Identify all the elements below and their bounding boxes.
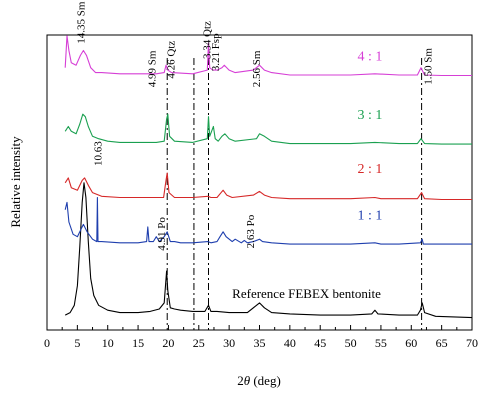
series-line-4 (64, 35, 472, 77)
series-line-3 (64, 113, 472, 145)
x-axis-ticks: 0 5 10 15 20 25 30 35 40 45 50 55 60 65 70 (44, 325, 478, 350)
annotation-2: 4.26 Qtz (166, 41, 178, 79)
annotation-5: 2.56 Sm (251, 50, 263, 87)
x-tick-label-13: 65 (436, 336, 448, 350)
x-tick-label-4: 20 (162, 336, 174, 350)
x-axis-label: 2θ (deg) (237, 373, 281, 388)
annotation-4: 3.21 Fsp (210, 33, 222, 71)
x-tick-label-8: 40 (284, 336, 296, 350)
x-tick-label-9: 45 (314, 336, 326, 350)
annotation-8: 4.91 Po (156, 217, 168, 251)
series-labels: 4 : 1 3 : 1 2 : 1 1 : 1 Reference FEBEX bent… (232, 49, 382, 301)
x-tick-label-1: 5 (74, 336, 80, 350)
x-tick-label-14: 70 (466, 336, 478, 350)
annotation-9: 2.63 Po (245, 214, 257, 248)
x-tick-label-12: 60 (405, 336, 417, 350)
annotation-3: 3.34 Qtz (201, 21, 213, 59)
x-tick-label-11: 55 (375, 336, 387, 350)
annotation-1: 4.99 Sm (147, 50, 159, 87)
series-line-2 (64, 172, 472, 201)
annotation-0: 14.35 Sm (76, 1, 88, 44)
y-axis-label: Relative intensity (8, 136, 23, 228)
x-tick-label-6: 30 (223, 336, 235, 350)
x-tick-label-0: 0 (44, 336, 50, 350)
series-label-4: Reference FEBEX bentonite (232, 286, 381, 301)
x-tick-label-3: 15 (132, 336, 144, 350)
series-line-0 (64, 182, 473, 319)
x-tick-label-2: 10 (102, 336, 114, 350)
series-label-1: 3 : 1 (358, 108, 383, 123)
annotation-6: 1.50 Sm (422, 48, 434, 85)
series-label-2: 2 : 1 (358, 162, 383, 177)
x-tick-label-7: 35 (254, 336, 266, 350)
x-tick-label-10: 50 (345, 336, 357, 350)
annotation-7: 10.63 (93, 141, 105, 166)
series-label-3: 1 : 1 (358, 209, 383, 224)
x-tick-label-5: 25 (193, 336, 205, 350)
series-line-1 (64, 196, 472, 245)
series-label-0: 4 : 1 (358, 49, 383, 64)
series-layer (64, 35, 473, 319)
